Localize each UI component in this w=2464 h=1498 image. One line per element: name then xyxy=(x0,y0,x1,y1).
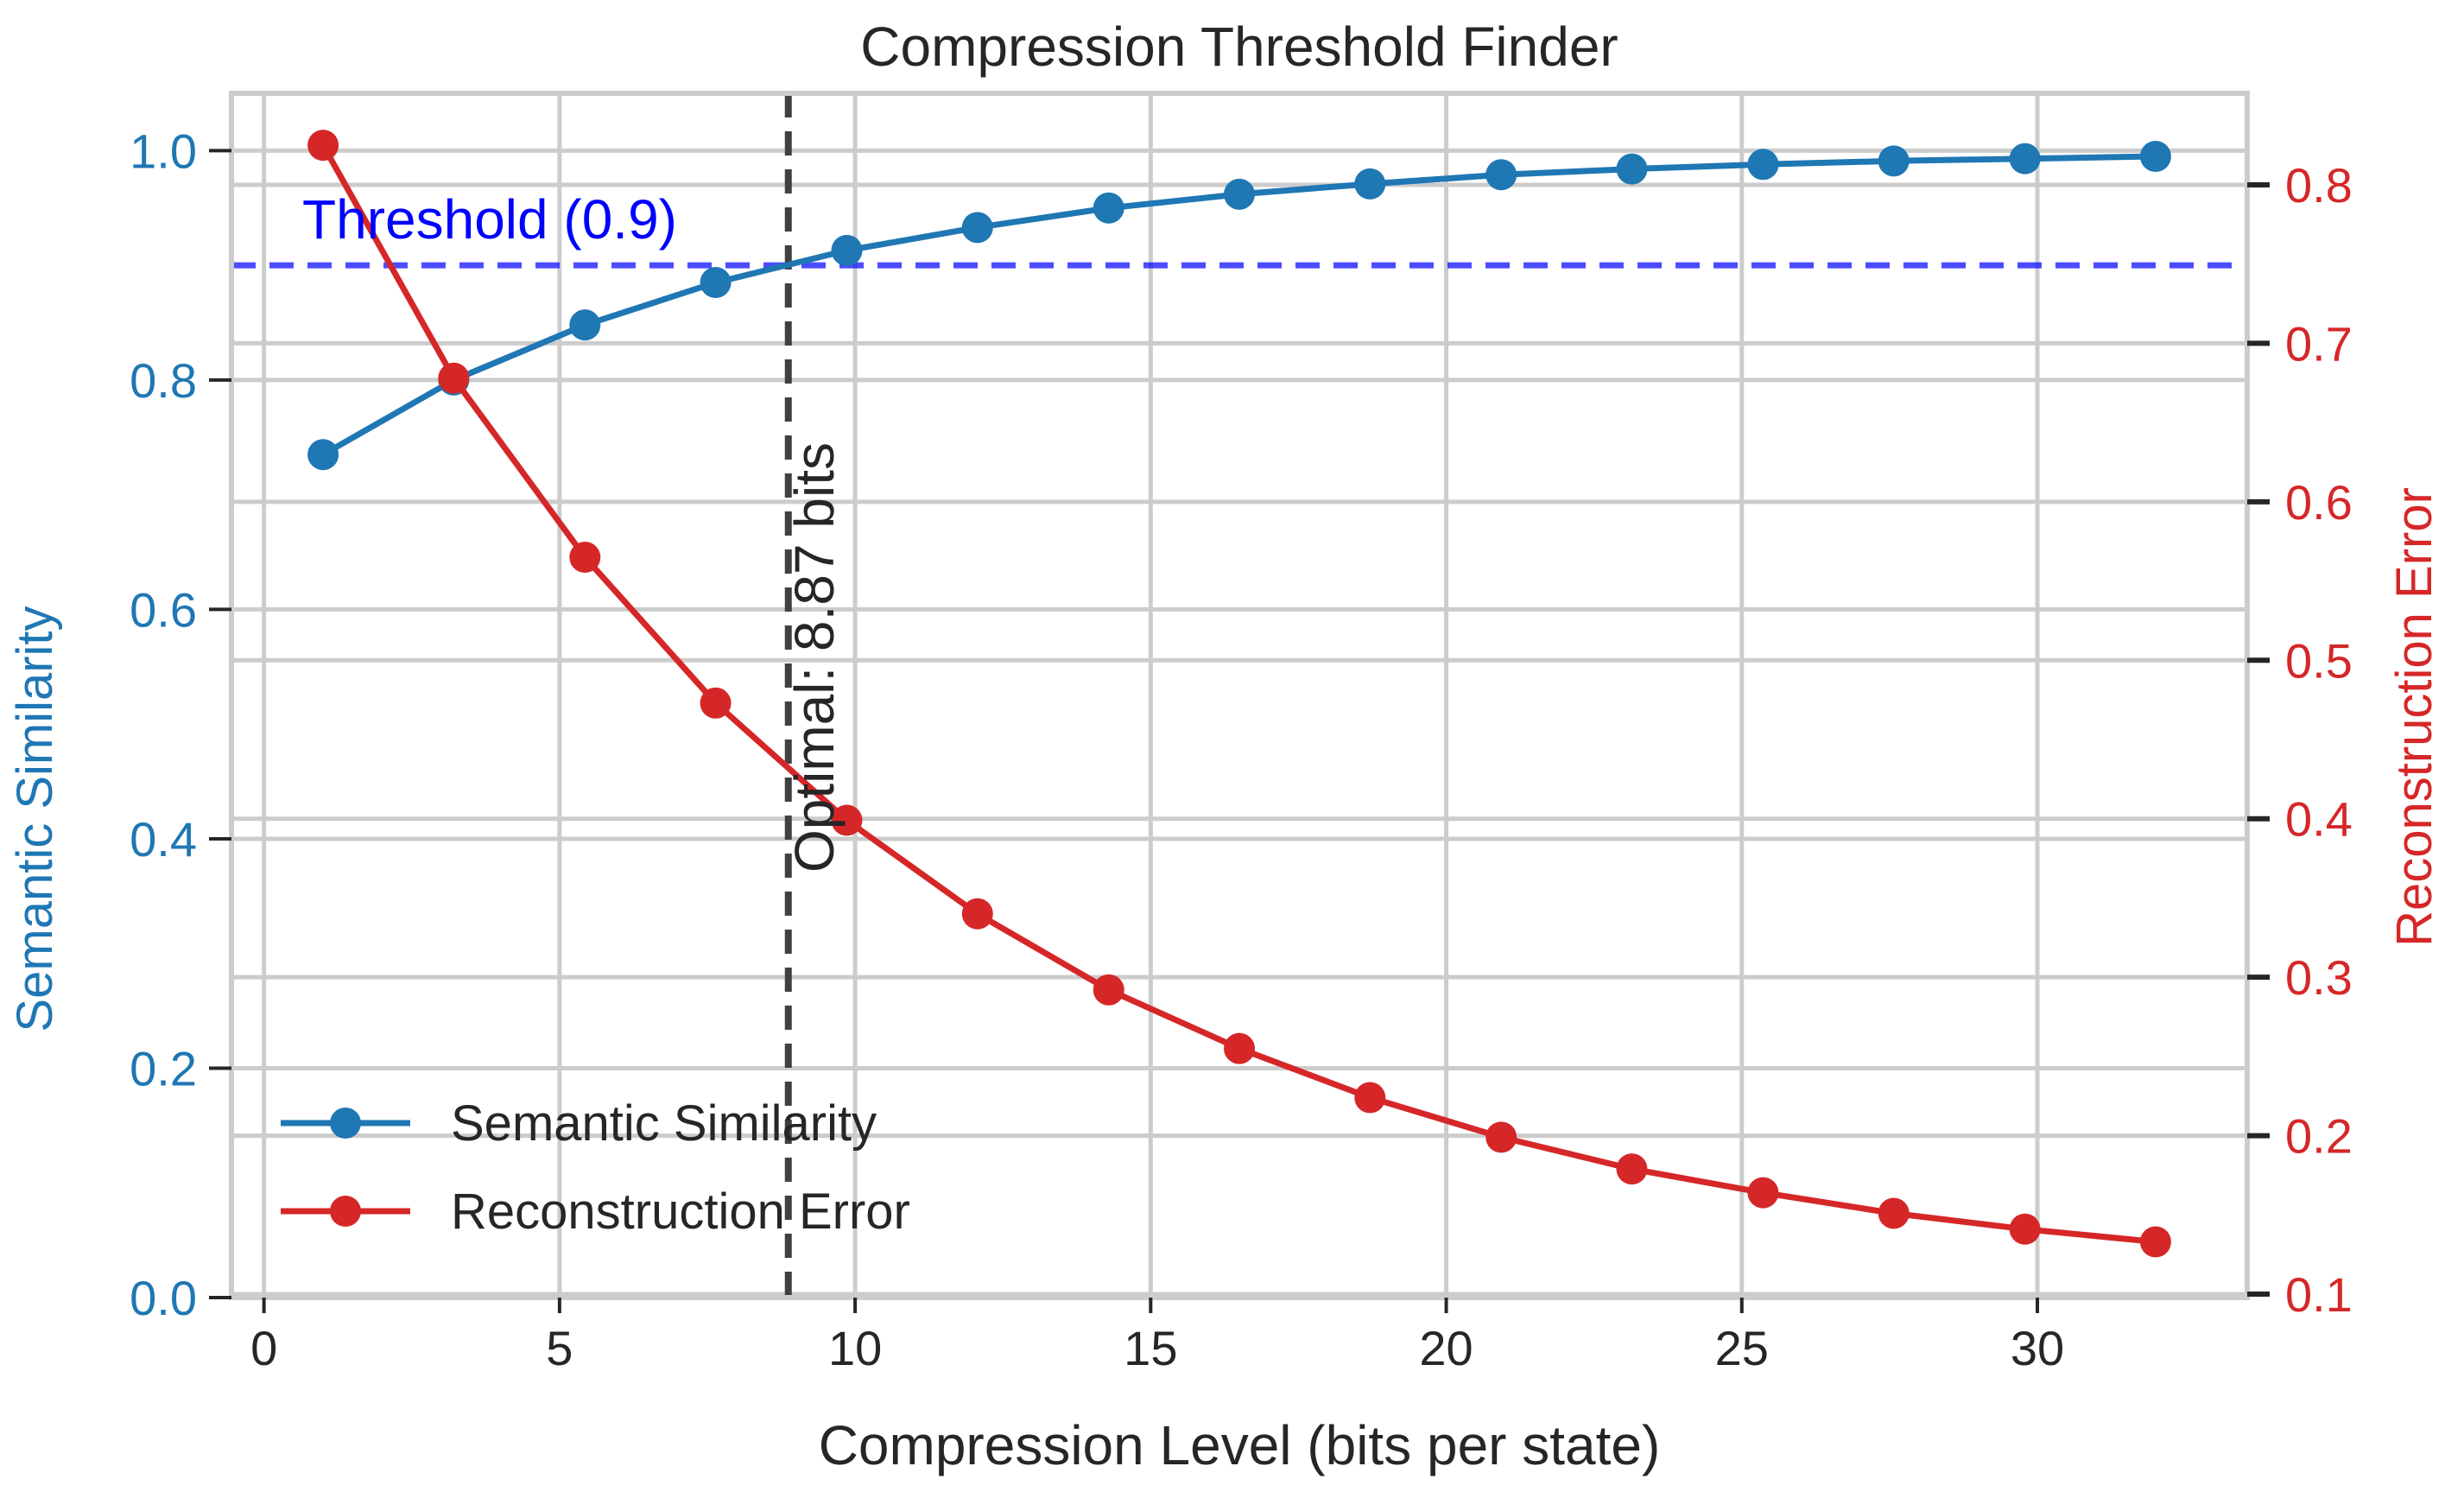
reconstruction-error-point xyxy=(2009,1213,2041,1245)
semantic-similarity-point xyxy=(961,212,993,244)
y-tick-label-right: 0.3 xyxy=(2285,950,2353,1005)
y-tick-label-left: 0.4 xyxy=(130,812,197,866)
semantic-similarity-point xyxy=(700,267,732,299)
y-tick-label-right: 0.4 xyxy=(2285,792,2353,847)
semantic-similarity-point xyxy=(1354,168,1386,200)
y-tick-label-left: 1.0 xyxy=(130,124,197,178)
legend-swatch-marker xyxy=(330,1108,361,1139)
y-tick-label-right: 0.6 xyxy=(2285,475,2353,530)
y-tick-label-right: 0.7 xyxy=(2285,316,2353,371)
grid xyxy=(231,93,2247,1300)
y-tick-label-left: 0.6 xyxy=(130,582,197,637)
plot-frame xyxy=(229,91,2250,1300)
threshold-layer xyxy=(231,93,2247,1298)
reconstruction-error-point xyxy=(1354,1082,1386,1114)
legend-label: Semantic Similarity xyxy=(451,1095,877,1152)
reconstruction-error-point xyxy=(961,898,993,930)
legend-swatch-marker xyxy=(330,1196,361,1227)
reconstruction-error-point xyxy=(2139,1226,2171,1258)
reconstruction-error-point xyxy=(1878,1197,1910,1229)
chart-title: Compression Threshold Finder xyxy=(860,16,1618,78)
reconstruction-error-point xyxy=(1747,1177,1779,1209)
reconstruction-error-point xyxy=(1224,1032,1255,1064)
reconstruction-error-point xyxy=(700,687,732,719)
y-tick-label-right: 0.8 xyxy=(2285,158,2353,213)
semantic-similarity-point xyxy=(2009,143,2041,175)
x-tick-label: 5 xyxy=(546,1321,573,1375)
y-tick-label-left: 0.2 xyxy=(130,1041,197,1095)
y-tick-label-left: 0.8 xyxy=(130,353,197,408)
semantic-similarity-point xyxy=(569,309,601,341)
x-tick-label: 20 xyxy=(1419,1321,1473,1375)
reconstruction-error-line xyxy=(320,143,2157,1245)
y-tick-label-right: 0.2 xyxy=(2285,1109,2353,1164)
optimal-label: Optimal: 8.87 bits xyxy=(783,442,846,873)
series-layer xyxy=(307,130,2171,1258)
reconstruction-error-point xyxy=(307,130,339,162)
reconstruction-error-point xyxy=(1485,1121,1517,1153)
x-tick-label: 0 xyxy=(250,1321,277,1375)
reconstruction-error-point xyxy=(569,542,601,574)
y-axis-label-left: Semantic Similarity xyxy=(7,606,63,1031)
semantic-similarity-point xyxy=(2139,141,2171,173)
x-axis-label: Compression Level (bits per state) xyxy=(819,1414,1661,1476)
y-tick-label-right: 0.1 xyxy=(2285,1267,2353,1322)
semantic-similarity-point xyxy=(1485,159,1517,191)
semantic-similarity-point xyxy=(1747,149,1779,181)
y-tick-label-left: 0.0 xyxy=(130,1271,197,1325)
semantic-similarity-point xyxy=(831,234,863,266)
y-axis-label-right: Reconstruction Error xyxy=(2386,487,2442,947)
reconstruction-error-point xyxy=(438,362,470,394)
axes: 0 5 10 15 20 25 30 0.0 0.2 0.4 0.6 0.8 1.0 0.1 0.2 0.3 0… xyxy=(130,124,2353,1375)
y-tick-label-right: 0.5 xyxy=(2285,633,2353,688)
x-tick-label: 10 xyxy=(828,1321,882,1375)
annotations: Threshold (0.9) Optimal: 8.87 bits xyxy=(302,188,846,873)
legend: Semantic Similarity Reconstruction Error xyxy=(281,1095,910,1240)
semantic-similarity-point xyxy=(1093,192,1124,224)
semantic-similarity-point xyxy=(307,439,339,471)
x-tick-label: 15 xyxy=(1124,1321,1177,1375)
semantic-similarity-point xyxy=(1616,153,1648,185)
legend-label: Reconstruction Error xyxy=(451,1184,910,1240)
reconstruction-error-point xyxy=(1616,1153,1648,1185)
threshold-label: Threshold (0.9) xyxy=(302,188,677,251)
reconstruction-error-point xyxy=(831,804,863,836)
plot-border xyxy=(229,91,2250,1300)
x-tick-label: 30 xyxy=(2011,1321,2064,1375)
semantic-similarity-point xyxy=(1878,145,1910,177)
x-tick-label: 25 xyxy=(1715,1321,1769,1375)
semantic-similarity-point xyxy=(1224,178,1255,210)
reconstruction-error-point xyxy=(1093,974,1124,1006)
